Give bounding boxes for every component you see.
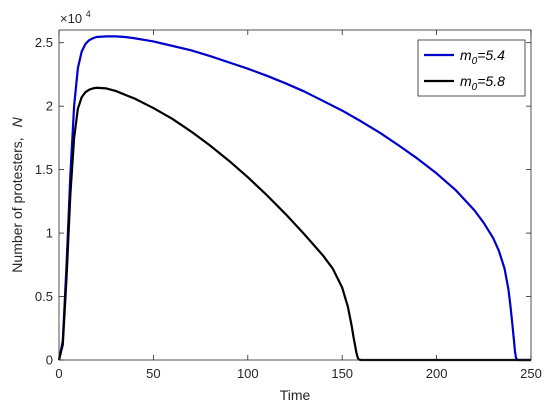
axes <box>58 29 532 361</box>
legend-box <box>417 39 526 97</box>
x-tick-label: 50 <box>146 366 160 381</box>
legend-label-1: m0=5.4 <box>460 47 505 67</box>
y-axis-exponent: ×10 4 <box>60 9 91 26</box>
legend: m0=5.4 m0=5.8 <box>417 39 526 97</box>
y-axis-exponent-base: ×10 <box>60 11 82 26</box>
y-axis-label-variable: N <box>9 116 25 127</box>
series-lines <box>57 35 531 362</box>
x-tick-label: 0 <box>55 366 62 381</box>
x-tick-label: 100 <box>237 366 259 381</box>
axes-box <box>58 29 532 361</box>
series-line-1 <box>57 35 531 362</box>
x-tick-label: 150 <box>331 366 353 381</box>
y-axis-exponent-power: 4 <box>86 9 91 19</box>
legend-label-2: m0=5.8 <box>460 73 505 93</box>
tick-labels: 0 50 100 150 200 250 0 0.5 1 1.5 2 2.5 <box>35 35 542 381</box>
y-axis-label-text: Number of protesters, <box>9 137 25 272</box>
y-tick-label: 1.5 <box>35 162 53 177</box>
y-tick-label: 2 <box>46 99 53 114</box>
series-line-2 <box>57 86 531 362</box>
y-axis-label: Number of protesters, N <box>9 116 25 272</box>
x-tick-label: 250 <box>520 366 542 381</box>
y-tick-label: 0 <box>46 353 53 368</box>
y-tick-label: 2.5 <box>35 35 53 50</box>
y-tick-label: 1 <box>46 226 53 241</box>
x-tick-label: 200 <box>426 366 448 381</box>
y-tick-label: 0.5 <box>35 289 53 304</box>
x-axis-label: Time <box>280 387 311 403</box>
